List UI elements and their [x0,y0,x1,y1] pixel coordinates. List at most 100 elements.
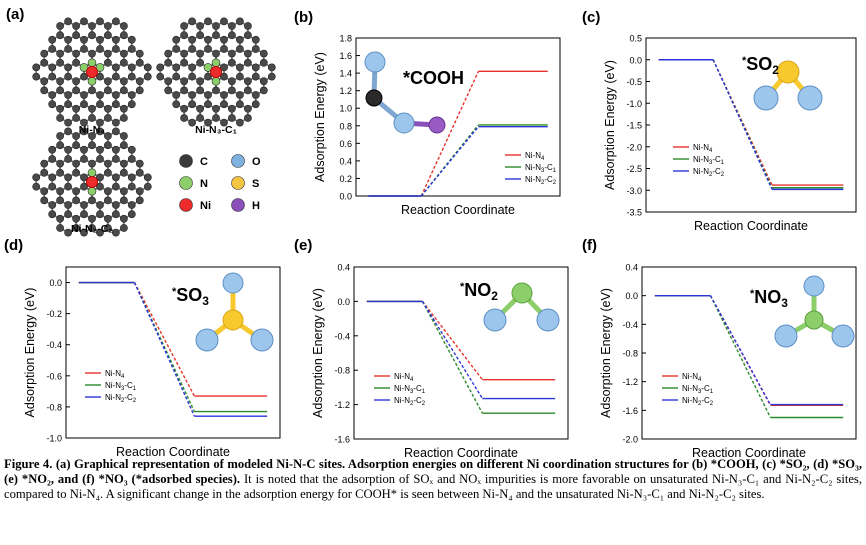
carbon-atom [172,72,181,81]
y-tick-label: -0.4 [46,340,62,350]
y-tick-label: -1.5 [626,121,642,131]
carbon-atom [243,77,252,86]
transition-dashed [421,301,484,414]
carbon-atom [64,72,72,81]
carbon-atom [243,58,252,67]
carbon-atom [112,91,120,99]
carbon-atom [64,118,72,127]
carbon-atom [96,72,104,81]
carbon-atom [235,35,244,44]
carbon-atom [135,159,144,168]
carbon-atom [88,114,96,122]
legend-label: Ni-N3-C1 [525,163,557,174]
nitrogen-atom [804,310,824,330]
carbon-atom [112,173,120,182]
carbon-atom [127,72,136,81]
carbon-atom [88,141,96,150]
transition-dashed [421,301,483,399]
transition-dashed [133,282,196,397]
series-ni-n4 [658,59,844,186]
nitrogen-atom [511,282,533,304]
panel-f-no3: (f) 0.4 0.0 -0.4 -0.8 -1.2 -1.6 -2.0 Reaction Co… [578,228,866,460]
carbon-atom [96,45,104,53]
carbon-atom [104,86,112,95]
carbon-atom [204,100,212,109]
carbon-atom [48,72,57,81]
carbon-atom [156,72,165,81]
carbon-atom [72,114,80,122]
legend-atom [231,198,245,212]
oxygen-atom [753,85,779,111]
carbon-atom [212,114,220,122]
carbon-atom [120,141,128,150]
y-tick-label: -0.8 [46,402,62,412]
carbon-atom [96,228,104,237]
carbon-atom [259,86,268,95]
panel-b-cooh: (b) 0.0 0.2 0.4 0.6 0.8 1.0 1.2 1.4 1.6 1.8 Reactio… [290,0,570,255]
carbon-atom [243,22,252,30]
species-label: *COOH [403,68,464,88]
legend-atom-label: C [200,156,208,168]
carbon-atom [235,17,244,26]
carbon-atom [112,145,120,154]
carbon-atom [104,187,112,196]
y-tick-label: 0.5 [629,34,642,44]
carbon-atom [80,45,88,53]
y-tick-label: -0.2 [46,309,62,319]
carbon-atom [88,196,96,205]
legend-atom [179,176,193,190]
carbon-atom [80,201,88,209]
carbon-atom [188,35,196,44]
carbon-atom [80,182,88,191]
carbon-atom [56,22,64,30]
carbon-atom [56,214,64,223]
carbon-atom [88,214,96,223]
carbon-atom [172,63,181,72]
carbon-atom [80,72,88,81]
carbon-atom [104,31,112,40]
carbon-atom [56,187,64,196]
oxygen-atom [195,328,219,352]
panel-a-label: (a) [6,6,25,23]
carbon-atom [64,91,72,99]
carbon-atom [188,17,196,26]
carbon-atom [267,63,276,72]
carbon-atom [96,201,104,209]
y-tick-label: 0.6 [339,139,352,149]
carbon-atom [180,58,188,67]
series-ni-n2-c2 [366,300,556,400]
nickel-atom [86,66,99,79]
legend-atom-label: Ni [200,200,211,212]
y-axis-label: Adsorption Energy (eV) [311,288,325,418]
oxygen-atom [250,328,274,352]
carbon-atom [172,45,181,53]
carbon-atom [212,104,220,113]
panel-label: (c) [582,9,600,26]
carbon-atom [80,145,88,154]
carbon-atom [32,63,41,72]
series-ni-n2-c2 [368,125,548,197]
carbon-atom [227,58,236,67]
carbon-atom [104,77,112,86]
legend-atom-label: H [252,200,260,212]
carbon-atom [220,17,228,26]
carbon-atom [104,168,112,177]
y-tick-label: 0.4 [337,263,350,273]
carbon-atom [227,77,236,86]
carbon-atom [127,100,136,109]
molecule-illustration [483,282,560,332]
carbon-atom [56,49,64,58]
oxygen-atom [364,51,386,73]
carbon-atom [188,45,196,53]
legend-atom-label: N [200,178,208,190]
carbon-atom [64,100,72,109]
carbon-atom [80,100,88,109]
carbon-atom [135,86,144,95]
y-tick-label: 1.4 [339,69,352,79]
carbon-atom [120,132,128,140]
oxygen-atom [831,324,855,348]
carbon-atom [40,58,49,67]
carbon-atom [127,155,136,163]
